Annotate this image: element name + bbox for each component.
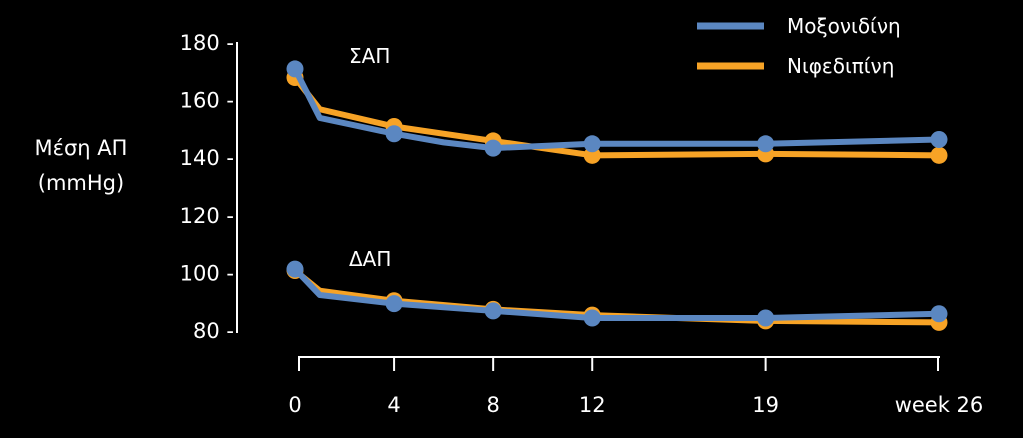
data-point-dbp-moxonidine-week-26 <box>930 305 948 323</box>
series-sbp-moxonidine <box>286 60 948 157</box>
group-label-dbp: ΔΑΠ <box>349 247 391 271</box>
y-ticks: 80 - 100 - 120 - 140 - 160 - 180 - <box>180 31 234 343</box>
data-point-sbp-moxonidine-week-12 <box>583 135 601 153</box>
data-point-dbp-moxonidine-week-8 <box>484 302 502 320</box>
series-dbp-moxonidine <box>286 260 948 327</box>
y-tick-label-160: 160 - <box>180 89 234 113</box>
y-axis-title: Μέση ΑΠ (mmHg) <box>35 136 128 195</box>
data-point-dbp-moxonidine-week-12 <box>583 309 601 327</box>
y-tick-label-80: 80 - <box>193 319 234 343</box>
series-layer <box>286 60 948 331</box>
data-point-sbp-moxonidine-week-19 <box>757 135 775 153</box>
y-tick-label-180: 180 - <box>180 31 234 55</box>
y-tick-label-120: 120 - <box>180 204 234 228</box>
data-point-dbp-moxonidine-week-0 <box>286 260 304 278</box>
x-tick-label-12: 12 <box>579 393 606 417</box>
data-point-sbp-nifedipine-week-26 <box>930 146 948 164</box>
legend: Μοξονιδίνη Νιφεδιπίνη <box>697 14 901 78</box>
data-point-sbp-moxonidine-week-26 <box>930 130 948 148</box>
legend-label-nifedipine: Νιφεδιπίνη <box>787 54 894 78</box>
group-label-sbp: ΣΑΠ <box>349 44 390 68</box>
y-axis-title-line-1: Μέση ΑΠ <box>35 136 128 160</box>
legend-label-moxonidine: Μοξονιδίνη <box>787 14 901 38</box>
group-labels: ΣΑΠ ΔΑΠ <box>349 44 391 271</box>
y-tick-label-100: 100 - <box>180 261 234 285</box>
series-line-sbp-moxonidine <box>292 65 942 152</box>
data-point-dbp-moxonidine-week-4 <box>385 295 403 313</box>
y-tick-label-140: 140 - <box>180 146 234 170</box>
x-tick-label-8: 8 <box>486 393 499 417</box>
y-axis-title-line-2: (mmHg) <box>38 171 124 195</box>
axes <box>236 42 940 358</box>
x-tick-label-26: week 26 <box>895 393 984 417</box>
data-point-sbp-moxonidine-week-0 <box>286 60 304 78</box>
data-point-sbp-moxonidine-week-4 <box>385 125 403 143</box>
x-tick-label-19: 19 <box>752 393 779 417</box>
x-ticks: 0 4 8 12 19 week 26 <box>288 357 983 417</box>
data-point-dbp-moxonidine-week-19 <box>757 309 775 327</box>
x-tick-label-0: 0 <box>288 393 301 417</box>
data-point-sbp-moxonidine-week-8 <box>484 139 502 157</box>
x-tick-label-4: 4 <box>387 393 400 417</box>
series-sbp-nifedipine <box>286 69 948 164</box>
